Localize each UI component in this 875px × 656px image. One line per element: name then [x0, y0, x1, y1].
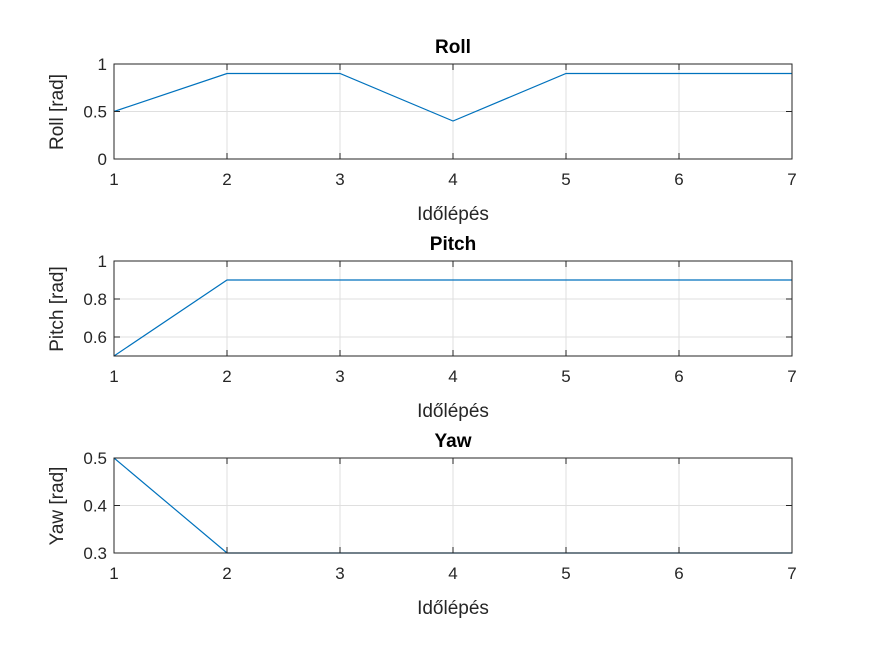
- roll-xtick-label-5: 6: [674, 170, 683, 189]
- roll-xtick-label-3: 4: [448, 170, 457, 189]
- yaw-ytick-label-2: 0.5: [83, 449, 107, 468]
- yaw-xtick-label-1: 2: [222, 564, 231, 583]
- subplot-roll-ylabel: Roll [rad]: [47, 74, 68, 150]
- subplot-roll: Roll Roll [rad] Időlépés 1 2 3 4 5 6 7 0 0.5 1: [47, 37, 797, 225]
- pitch-ytick-label-2: 1: [98, 252, 107, 271]
- pitch-series-line: [113, 279, 792, 357]
- yaw-ytick-label-0: 0.3: [83, 544, 107, 563]
- yaw-xtick-label-0: 1: [109, 564, 118, 583]
- pitch-xtick-label-1: 2: [222, 367, 231, 386]
- pitch-ytick-label-1: 0.8: [83, 290, 107, 309]
- subplot-yaw-title: Yaw: [435, 431, 472, 452]
- yaw-xtick-label-2: 3: [335, 564, 344, 583]
- subplot-roll-xlabel: Időlépés: [417, 204, 489, 225]
- roll-series-line: [113, 72, 792, 122]
- yaw-xtick-label-5: 6: [674, 564, 683, 583]
- pitch-ytick-label-0: 0.6: [83, 328, 107, 347]
- roll-xtick-label-1: 2: [222, 170, 231, 189]
- roll-xtick-label-2: 3: [335, 170, 344, 189]
- pitch-xtick-label-3: 4: [448, 367, 457, 386]
- roll-ytick-label-2: 1: [98, 55, 107, 74]
- subplot-yaw: Yaw Yaw [rad] Időlépés 1 2 3 4 5 6 7 0.3 0.4 0.5: [47, 431, 797, 619]
- pitch-xtick-label-6: 7: [787, 367, 796, 386]
- roll-xtick-label-6: 7: [787, 170, 796, 189]
- yaw-ytick-label-1: 0.4: [83, 497, 107, 516]
- subplot-pitch-title: Pitch: [430, 234, 476, 255]
- pitch-xtick-label-5: 6: [674, 367, 683, 386]
- roll-xtick-label-4: 5: [561, 170, 570, 189]
- yaw-grid: [114, 458, 792, 553]
- roll-xtick-label-0: 1: [109, 170, 118, 189]
- subplot-roll-title: Roll: [435, 37, 471, 58]
- pitch-xtick-label-0: 1: [109, 367, 118, 386]
- roll-ytick-label-0: 0: [98, 150, 107, 169]
- subplot-pitch-ylabel: Pitch [rad]: [47, 266, 68, 352]
- pitch-xtick-label-2: 3: [335, 367, 344, 386]
- subplot-pitch: Pitch Pitch [rad] Időlépés 1 2 3 4 5 6 7 0.6 0.8…: [47, 234, 797, 422]
- pitch-grid: [114, 261, 792, 356]
- pitch-xtick-label-4: 5: [561, 367, 570, 386]
- subplot-yaw-xlabel: Időlépés: [417, 598, 489, 619]
- subplot-pitch-xlabel: Időlépés: [417, 401, 489, 422]
- roll-ytick-label-1: 0.5: [83, 103, 107, 122]
- roll-grid: [114, 64, 792, 159]
- yaw-xtick-label-4: 5: [561, 564, 570, 583]
- yaw-xtick-label-3: 4: [448, 564, 457, 583]
- subplot-yaw-ylabel: Yaw [rad]: [47, 467, 68, 546]
- yaw-xtick-label-6: 7: [787, 564, 796, 583]
